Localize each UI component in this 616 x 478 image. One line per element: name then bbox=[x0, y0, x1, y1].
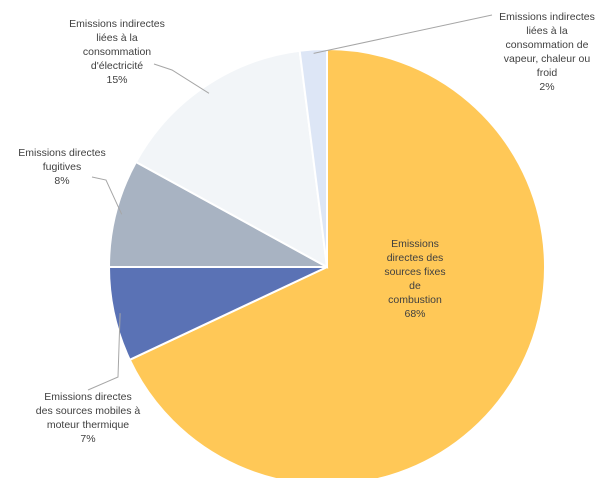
label-directes-sources-fixes: Emissions directes des sources fixes de … bbox=[355, 237, 475, 321]
label-directes-fugitives: Emissions directes fugitives 8% bbox=[2, 146, 122, 188]
pie-slice-indirectes-electricite bbox=[134, 49, 329, 269]
label-line: Emissions indirectes bbox=[499, 11, 595, 23]
pie-slice-indirectes-vapeur bbox=[298, 47, 328, 268]
label-directes-sources-mobiles: Emissions directes des sources mobiles à… bbox=[18, 390, 158, 446]
label-percent: 68% bbox=[404, 308, 426, 320]
label-percent: 15% bbox=[106, 74, 128, 86]
label-line: consommation bbox=[82, 46, 152, 58]
label-line: directes des bbox=[386, 252, 444, 264]
label-line: vapeur, chaleur ou bbox=[503, 53, 591, 65]
label-percent: 7% bbox=[80, 433, 96, 445]
leader-line-directes-sources-mobiles bbox=[87, 313, 121, 391]
label-percent: 2% bbox=[539, 81, 555, 93]
label-indirectes-electricite: Emissions indirectes liées à la consomma… bbox=[57, 17, 177, 87]
leader-line-indirectes-electricite bbox=[153, 63, 210, 94]
leader-line-indirectes-vapeur bbox=[313, 14, 493, 54]
label-line: combustion bbox=[388, 294, 442, 306]
label-line: fugitives bbox=[42, 161, 82, 173]
label-line: moteur thermique bbox=[46, 419, 130, 431]
label-line: Emissions indirectes bbox=[69, 18, 165, 30]
label-percent: 8% bbox=[54, 175, 70, 187]
label-line: Emissions directes bbox=[44, 391, 132, 403]
label-line: liées à la bbox=[96, 32, 138, 44]
label-line: d'électricité bbox=[90, 60, 144, 72]
label-line: de bbox=[409, 280, 421, 292]
pie-slice-directes-sources-fixes bbox=[128, 47, 547, 478]
label-line: Emissions directes bbox=[18, 147, 106, 159]
label-line: des sources mobiles à bbox=[35, 405, 141, 417]
label-line: consommation de bbox=[505, 39, 589, 51]
label-line: sources fixes bbox=[384, 266, 446, 278]
leader-line-directes-fugitives bbox=[91, 176, 123, 215]
pie-slice-directes-fugitives bbox=[107, 160, 328, 268]
label-line: liées à la bbox=[526, 25, 568, 37]
label-indirectes-vapeur: Emissions indirectes liées à la consomma… bbox=[482, 10, 612, 94]
label-line: froid bbox=[536, 67, 558, 79]
label-line: Emissions bbox=[391, 238, 439, 250]
